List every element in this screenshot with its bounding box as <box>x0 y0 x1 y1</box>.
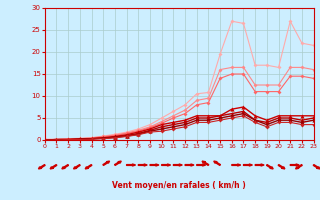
Text: Vent moyen/en rafales ( km/h ): Vent moyen/en rafales ( km/h ) <box>112 182 246 190</box>
